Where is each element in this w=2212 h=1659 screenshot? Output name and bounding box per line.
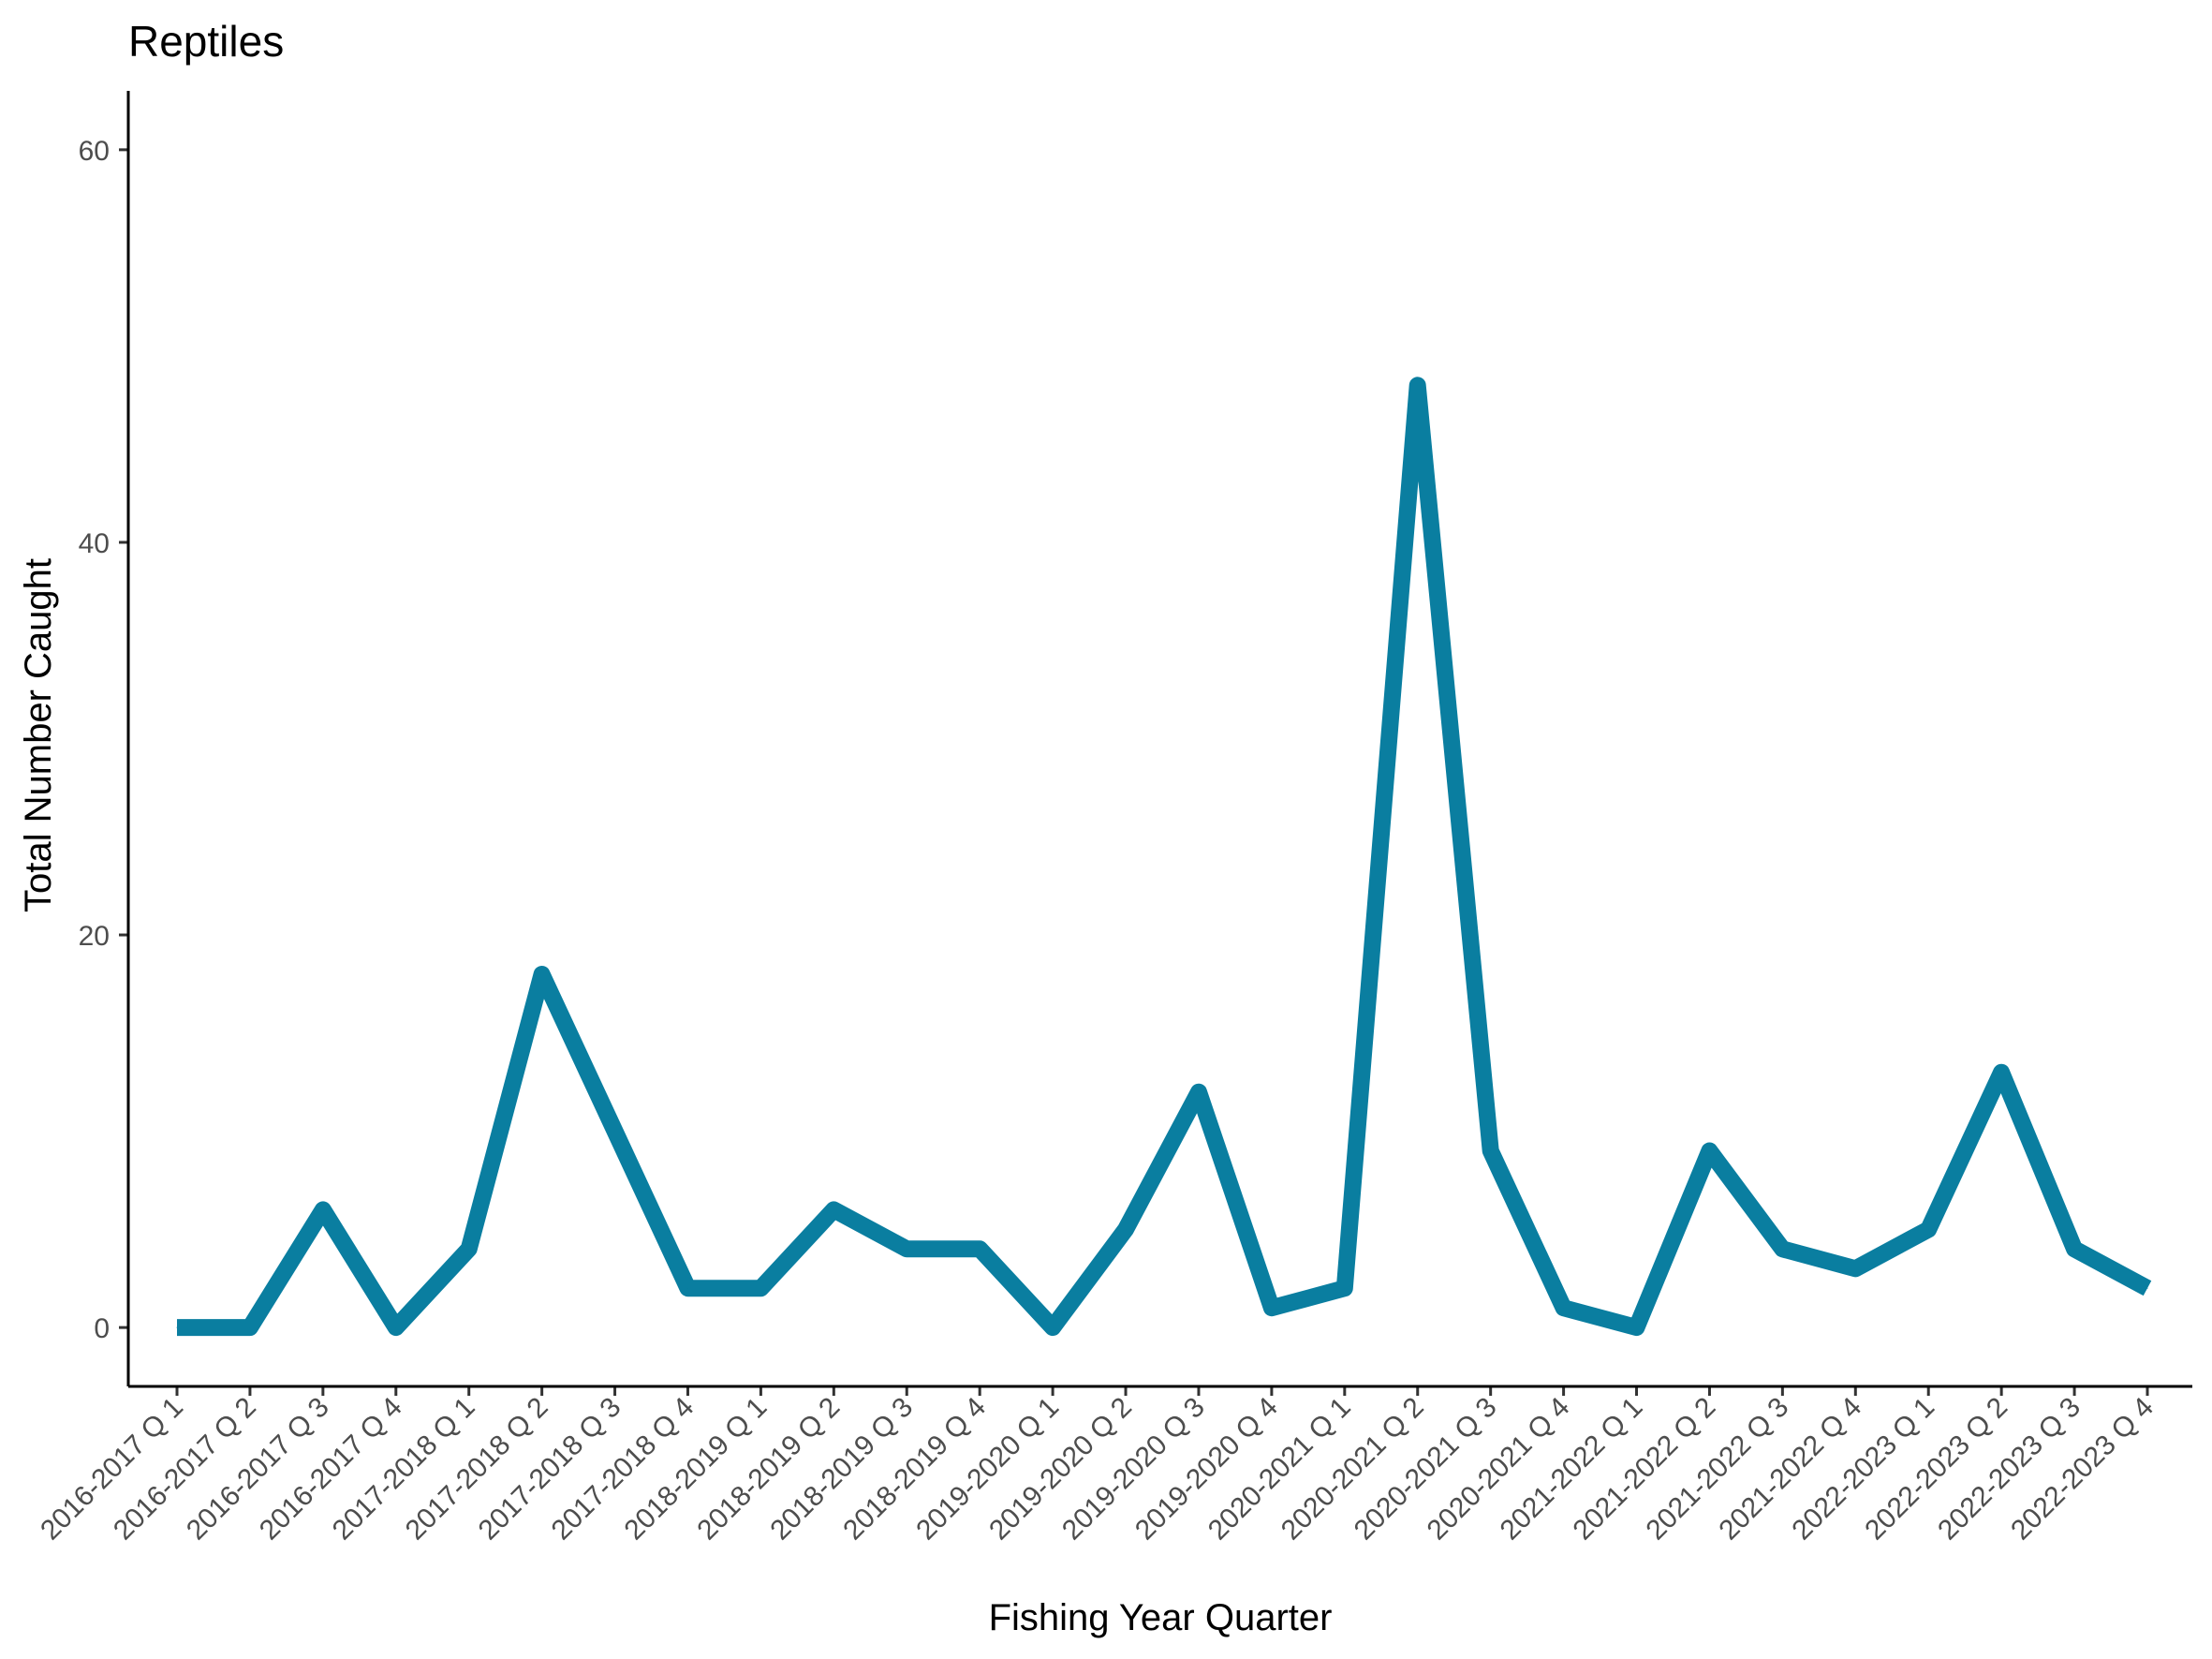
data-point: [686, 1287, 688, 1289]
x-axis-label: Fishing Year Quarter: [989, 1597, 1333, 1638]
data-point: [1198, 1091, 1200, 1093]
data-point: [1417, 384, 1419, 386]
y-tick-label: 60: [79, 136, 110, 167]
y-axis-label: Total Number Caught: [18, 558, 59, 912]
data-point: [322, 1208, 324, 1210]
data-point: [614, 1131, 616, 1133]
data-point: [1490, 1150, 1492, 1152]
data-point: [1708, 1150, 1710, 1152]
data-point: [1854, 1267, 1856, 1269]
y-tick-label: 0: [94, 1313, 110, 1344]
data-point: [395, 1326, 397, 1328]
data-point: [1927, 1228, 1929, 1230]
y-tick-label: 40: [79, 528, 110, 559]
data-point: [1052, 1326, 1054, 1328]
data-point: [1563, 1307, 1565, 1309]
chart-title: Reptiles: [128, 17, 284, 66]
data-point: [249, 1326, 251, 1328]
data-point: [2073, 1248, 2075, 1250]
data-point: [833, 1208, 834, 1210]
data-point: [1125, 1228, 1127, 1230]
data-point: [1271, 1307, 1273, 1309]
data-point: [1636, 1326, 1638, 1328]
data-point: [541, 973, 543, 975]
series-line: [177, 377, 2152, 1337]
series-group: [176, 377, 2152, 1337]
y-axis-ticks: 0 20 40 60: [79, 136, 128, 1344]
data-point: [176, 1326, 178, 1328]
data-point: [979, 1248, 981, 1250]
data-point: [1781, 1248, 1783, 1250]
data-point: [468, 1248, 470, 1250]
y-tick-label: 20: [79, 921, 110, 952]
data-point: [2000, 1072, 2002, 1074]
data-point: [759, 1287, 761, 1289]
data-point: [2146, 1287, 2148, 1289]
data-point: [1344, 1287, 1346, 1289]
